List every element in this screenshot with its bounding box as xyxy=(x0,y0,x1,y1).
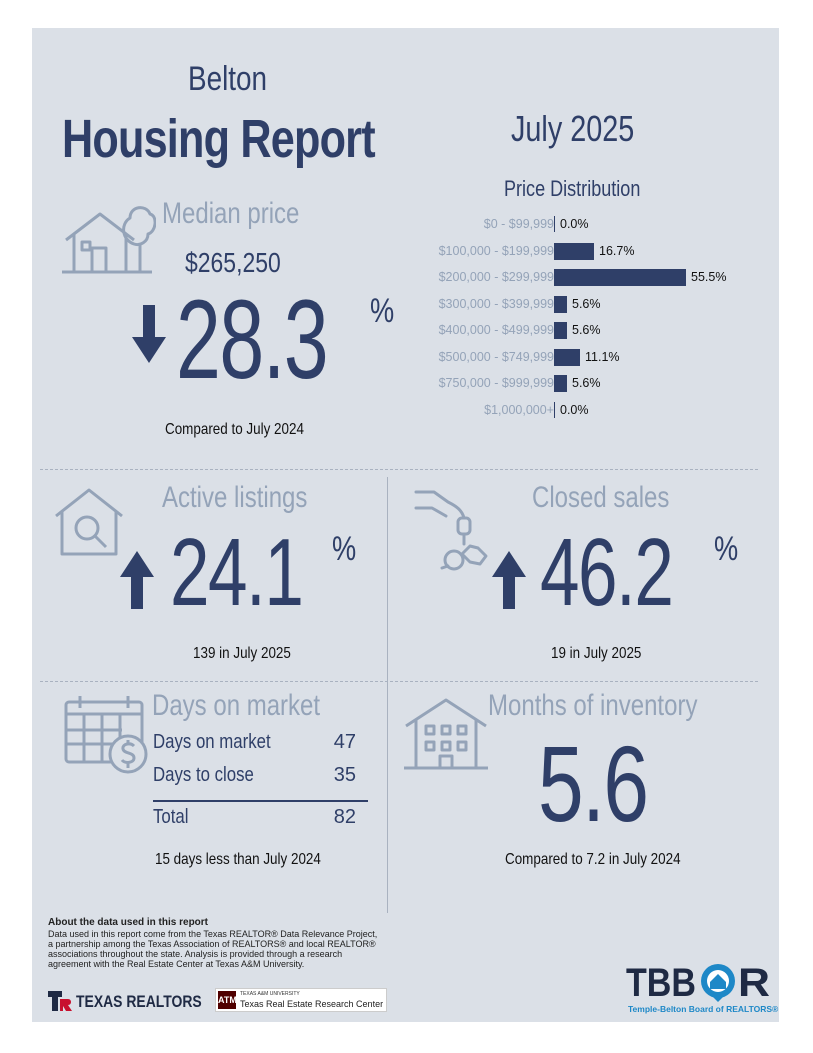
price-distribution-row: $750,000 - $999,999 5.6% xyxy=(380,373,780,393)
dom-row-days-to-close: Days to close 35 xyxy=(153,764,368,787)
price-bar xyxy=(554,322,567,339)
dom-row-label: Days to close xyxy=(153,764,254,786)
house-pin-icon xyxy=(701,964,735,1002)
closed-sales-caption: 19 in July 2025 xyxy=(551,645,642,662)
price-bar xyxy=(554,216,555,232)
texas-realtors-logo: TEXAS REALTORS xyxy=(48,990,208,1012)
tamu-mark-icon: ATM xyxy=(218,991,237,1009)
dom-total-value: 82 xyxy=(333,806,356,828)
dom-row-label: Days on market xyxy=(153,731,271,753)
price-bar xyxy=(554,295,567,313)
calendar-dollar-icon xyxy=(64,696,148,774)
dom-row-total: Total 82 xyxy=(153,806,368,829)
tamu-small-text: TEXAS A&M UNIVERSITY xyxy=(240,991,300,997)
city-name: Belton xyxy=(188,60,268,98)
price-bar xyxy=(554,242,594,260)
tbbor-logo-mark: TBB R xyxy=(626,961,770,1002)
price-bar-value: 16.7% xyxy=(599,243,635,258)
days-on-market-caption: 15 days less than July 2024 xyxy=(155,851,321,868)
house-tree-icon xyxy=(62,206,156,274)
months-inventory-value: 5.6 xyxy=(538,723,649,844)
report-title: Housing Report xyxy=(62,109,376,169)
price-range-label: $300,000 - $399,999 xyxy=(438,296,554,311)
price-distribution-row: $1,000,000+ 0.0% xyxy=(380,400,780,420)
price-distribution-row: $500,000 - $749,999 11.1% xyxy=(380,347,780,367)
price-bar-value: 0.0% xyxy=(560,402,589,417)
price-bar xyxy=(554,401,555,418)
about-section: About the data used in this report Data … xyxy=(48,917,378,970)
report-period: July 2025 xyxy=(511,108,635,149)
closed-sales-change: 46.2 xyxy=(540,519,674,626)
about-heading: About the data used in this report xyxy=(48,917,209,928)
hand-keys-icon xyxy=(414,490,488,571)
active-listings-change: 24.1 xyxy=(170,519,304,626)
texas-realtors-text: TEXAS REALTORS xyxy=(76,992,202,1011)
price-range-label: $400,000 - $499,999 xyxy=(438,323,554,337)
building-icon xyxy=(404,698,488,770)
price-bar xyxy=(554,269,686,286)
price-range-label: $500,000 - $749,999 xyxy=(438,349,554,364)
closed-sales-label: Closed sales xyxy=(532,481,670,514)
active-listings-caption: 139 in July 2025 xyxy=(193,645,291,662)
dom-total-rule xyxy=(153,800,368,802)
divider-top xyxy=(40,469,758,470)
price-distribution-row: $300,000 - $399,999 5.6% xyxy=(380,294,780,314)
svg-text:TBB: TBB xyxy=(626,961,696,1002)
report-panel xyxy=(32,28,779,1022)
price-range-label: $0 - $99,999 xyxy=(483,217,554,231)
price-distribution-row: $400,000 - $499,999 5.6% xyxy=(380,320,780,340)
price-bar-value: 5.6% xyxy=(572,376,601,390)
arrow-down-icon xyxy=(132,305,166,363)
price-bar xyxy=(554,348,580,366)
price-distribution-row: $0 - $99,999 0.0% xyxy=(380,214,780,234)
dom-row-value: 35 xyxy=(333,764,356,786)
price-distribution-row: $200,000 - $299,999 55.5% xyxy=(380,267,780,287)
price-range-label: $100,000 - $199,999 xyxy=(438,243,554,258)
tbbor-logo: TBB R Temple-Belton Board of REALTORS® xyxy=(626,958,779,1018)
active-listings-label: Active listings xyxy=(162,481,308,514)
price-distribution-title: Price Distribution xyxy=(504,176,641,201)
tamu-logo: ATM TEXAS A&M UNIVERSITY Texas Real Esta… xyxy=(215,988,387,1012)
dom-row-value: 47 xyxy=(333,731,356,753)
about-body: Data used in this report come from the T… xyxy=(48,929,378,969)
median-price-value: $265,250 xyxy=(185,247,281,278)
closed-sales-percent-sign: % xyxy=(714,530,739,568)
tbbor-name: Temple-Belton Board of REALTORS® xyxy=(628,1004,779,1014)
months-inventory-caption: Compared to 7.2 in July 2024 xyxy=(505,851,681,868)
price-bar-value: 0.0% xyxy=(560,217,589,231)
dom-row-days-on-market: Days on market 47 xyxy=(153,731,368,754)
median-price-label: Median price xyxy=(162,197,300,230)
active-listings-percent-sign: % xyxy=(332,530,357,568)
months-inventory-label: Months of inventory xyxy=(488,689,698,722)
median-price-change: 28.3 xyxy=(176,277,329,402)
price-bar-value: 55.5% xyxy=(691,270,727,284)
house-search-icon xyxy=(55,488,123,556)
tamu-center-text: Texas Real Estate Research Center xyxy=(240,999,384,1009)
price-distribution-row: $100,000 - $199,999 16.7% xyxy=(380,241,780,261)
median-price-caption: Compared to July 2024 xyxy=(165,421,304,438)
price-bar-value: 11.1% xyxy=(585,349,620,364)
price-bar xyxy=(554,375,567,392)
arrow-up-icon xyxy=(120,551,154,609)
price-range-label: $1,000,000+ xyxy=(484,402,554,417)
divider-vertical xyxy=(387,477,388,913)
dom-total-label: Total xyxy=(153,806,189,828)
texas-realtors-mark-icon xyxy=(48,991,72,1011)
price-bar-value: 5.6% xyxy=(572,296,601,311)
days-on-market-label: Days on market xyxy=(152,689,321,722)
price-range-label: $200,000 - $299,999 xyxy=(438,270,554,284)
price-bar-value: 5.6% xyxy=(572,323,601,337)
divider-middle xyxy=(40,681,758,682)
median-price-percent-sign: % xyxy=(370,292,395,330)
price-range-label: $750,000 - $999,999 xyxy=(438,376,554,390)
svg-text:R: R xyxy=(738,961,770,1002)
arrow-up-icon xyxy=(492,551,526,609)
